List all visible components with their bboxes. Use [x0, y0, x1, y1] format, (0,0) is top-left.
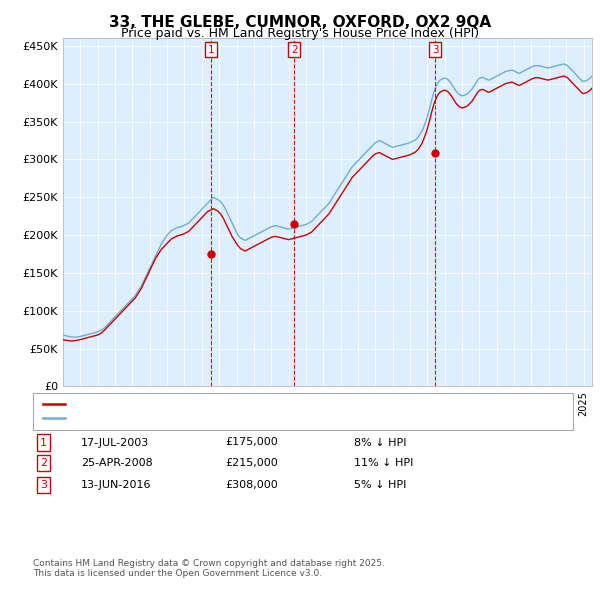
- Text: This data is licensed under the Open Government Licence v3.0.: This data is licensed under the Open Gov…: [33, 569, 322, 578]
- Text: 5% ↓ HPI: 5% ↓ HPI: [354, 480, 406, 490]
- Text: 33, THE GLEBE, CUMNOR, OXFORD, OX2 9QA (semi-detached house): 33, THE GLEBE, CUMNOR, OXFORD, OX2 9QA (…: [71, 399, 430, 408]
- Text: 2: 2: [291, 45, 298, 55]
- Text: 8% ↓ HPI: 8% ↓ HPI: [354, 438, 407, 447]
- Text: £175,000: £175,000: [225, 438, 278, 447]
- Text: £308,000: £308,000: [225, 480, 278, 490]
- Text: 2: 2: [40, 458, 47, 468]
- Text: £215,000: £215,000: [225, 458, 278, 468]
- Text: HPI: Average price, semi-detached house, Vale of White Horse: HPI: Average price, semi-detached house,…: [71, 414, 395, 423]
- Text: 33, THE GLEBE, CUMNOR, OXFORD, OX2 9QA: 33, THE GLEBE, CUMNOR, OXFORD, OX2 9QA: [109, 15, 491, 30]
- Text: 13-JUN-2016: 13-JUN-2016: [81, 480, 151, 490]
- Text: 25-APR-2008: 25-APR-2008: [81, 458, 153, 468]
- Text: 3: 3: [40, 480, 47, 490]
- Text: 1: 1: [40, 438, 47, 447]
- Text: 1: 1: [208, 45, 214, 55]
- Text: Contains HM Land Registry data © Crown copyright and database right 2025.: Contains HM Land Registry data © Crown c…: [33, 559, 385, 568]
- Text: 11% ↓ HPI: 11% ↓ HPI: [354, 458, 413, 468]
- Text: Price paid vs. HM Land Registry's House Price Index (HPI): Price paid vs. HM Land Registry's House …: [121, 27, 479, 40]
- Text: 3: 3: [432, 45, 439, 55]
- Text: 17-JUL-2003: 17-JUL-2003: [81, 438, 149, 447]
